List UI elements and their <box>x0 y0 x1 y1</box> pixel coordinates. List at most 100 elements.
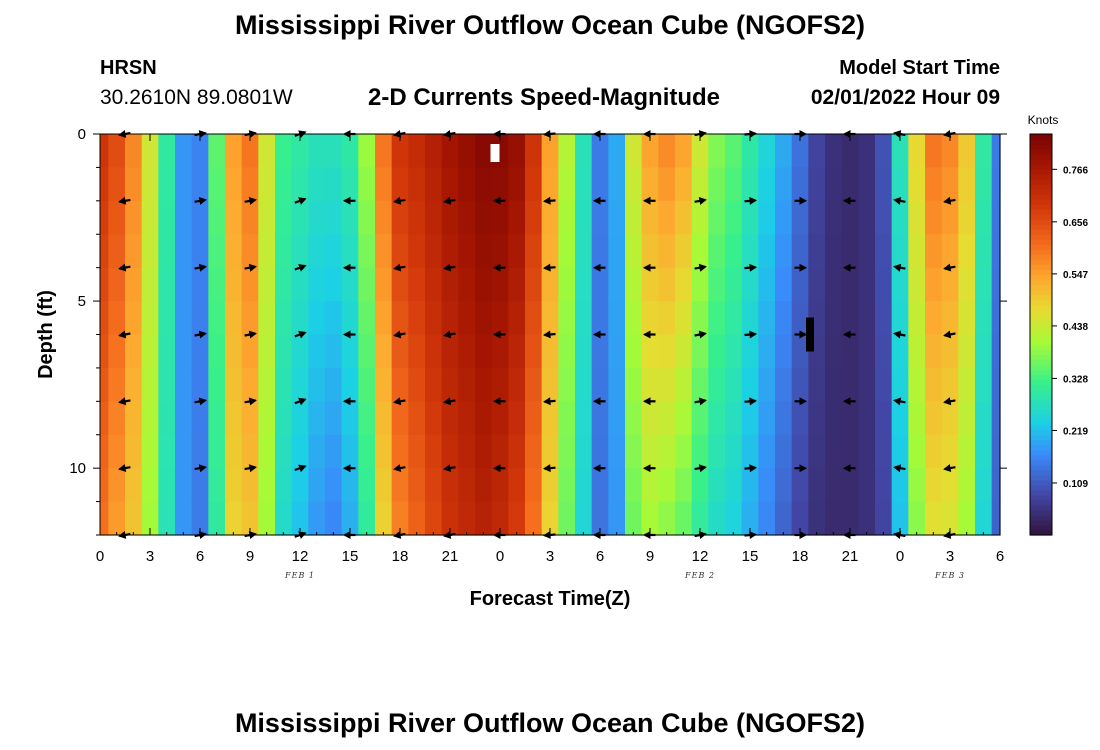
heatmap-cell <box>275 401 293 436</box>
heatmap-cell <box>275 234 293 269</box>
colorbar-segment <box>1030 354 1052 361</box>
heatmap-cell <box>908 301 926 336</box>
heatmap-cell <box>675 468 693 503</box>
heatmap-cell <box>158 367 176 402</box>
heatmap-cell <box>941 501 959 536</box>
heatmap-cell <box>541 134 559 169</box>
current-vector-arrow <box>543 330 556 339</box>
heatmap-cell <box>991 434 1001 469</box>
heatmap-cell <box>725 334 743 369</box>
heatmap-cell <box>125 200 143 235</box>
heatmap-cell <box>591 367 609 402</box>
heatmap-cell <box>541 367 559 402</box>
heatmap-cell <box>741 401 759 436</box>
colorbar-segment <box>1030 409 1052 416</box>
heatmap-cell <box>725 434 743 469</box>
heatmap-cell <box>708 401 726 436</box>
heatmap-cell <box>841 234 859 269</box>
heatmap-cell <box>675 134 693 169</box>
heatmap-cell <box>575 434 593 469</box>
heatmap-cell <box>675 200 693 235</box>
heatmap-cell <box>241 468 259 503</box>
heatmap-cell <box>408 468 426 503</box>
heatmap-cell <box>825 267 843 302</box>
heatmap-cell <box>758 234 776 269</box>
heatmap-cell <box>375 401 393 436</box>
heatmap-cell <box>358 501 376 536</box>
colorbar-segment <box>1030 174 1052 180</box>
heatmap-cell <box>525 468 543 503</box>
current-vector-arrow <box>593 464 606 473</box>
current-vector-arrow <box>543 464 556 473</box>
heatmap-cell <box>191 234 209 269</box>
heatmap-cell <box>891 267 909 302</box>
heatmap-cell <box>158 234 176 269</box>
colorbar-segment <box>1030 379 1052 386</box>
heatmap-cell <box>991 401 1001 436</box>
heatmap-cell <box>325 501 343 536</box>
heatmap-cell <box>291 167 309 202</box>
heatmap-cell <box>941 301 959 336</box>
heatmap-cell <box>475 334 493 369</box>
current-vector-arrow <box>244 197 257 205</box>
heatmap-cell <box>475 267 493 302</box>
heatmap-cell <box>808 234 826 269</box>
colorbar-segment <box>1030 144 1052 150</box>
heatmap-cell <box>775 367 793 402</box>
colorbar-segment <box>1030 214 1052 220</box>
y-tick-label: 10 <box>69 460 86 477</box>
heatmap-cell <box>541 434 559 469</box>
heatmap-cell <box>108 234 126 269</box>
heatmap-cell <box>225 367 243 402</box>
current-vector-arrow <box>244 263 257 272</box>
heatmap-cell <box>491 468 509 503</box>
current-vector-arrow <box>643 397 656 406</box>
heatmap-cell <box>941 367 959 402</box>
current-vector-arrow <box>393 263 406 272</box>
current-vector-arrow <box>194 263 207 272</box>
heatmap-cell <box>175 434 193 469</box>
heatmap-cell <box>208 200 226 235</box>
heatmap-cell <box>275 468 293 503</box>
heatmap-cell <box>241 234 259 269</box>
heatmap-cell <box>491 367 509 402</box>
heatmap-cell <box>375 468 393 503</box>
heatmap-cell <box>175 401 193 436</box>
colorbar-segment <box>1030 339 1052 346</box>
colorbar-segment <box>1030 479 1052 486</box>
heatmap-cell <box>108 134 126 169</box>
heatmap-cell <box>441 234 459 269</box>
heatmap-cell <box>758 267 776 302</box>
heatmap-cell <box>791 167 809 202</box>
heatmap-cell <box>858 134 876 169</box>
colorbar-segment <box>1030 194 1052 200</box>
heatmap-cell <box>241 501 259 536</box>
heatmap-cell <box>258 267 276 302</box>
current-vector-arrow <box>593 330 606 339</box>
heatmap-cell <box>991 167 1001 202</box>
colorbar-segment <box>1030 364 1052 371</box>
heatmap-cell <box>258 200 276 235</box>
heatmap-cell <box>100 367 109 402</box>
heatmap-cell <box>291 501 309 536</box>
heatmap-cell <box>558 468 576 503</box>
heatmap-cell <box>758 434 776 469</box>
colorbar-segment <box>1030 184 1052 190</box>
heatmap-cell <box>558 234 576 269</box>
heatmap-cell <box>691 401 709 436</box>
heatmap-cell <box>625 334 643 369</box>
heatmap-cell <box>475 434 493 469</box>
heatmap-cell <box>941 401 959 436</box>
current-speed-heatmap-chart: 0 3 6 9 12 15 18 21 0 3 6 9 12 15 18 21 0 3 6 FEB 1 FEB 2 FEB… <box>35 113 1088 610</box>
chart-subtitle: 2-D Currents Speed-Magnitude <box>368 84 721 111</box>
colorbar-segment <box>1030 374 1052 381</box>
colorbar-segment <box>1030 419 1052 426</box>
heatmap-cell <box>891 434 909 469</box>
heatmap-cell <box>741 200 759 235</box>
heatmap-cell <box>108 367 126 402</box>
heatmap-cell <box>191 501 209 536</box>
heatmap-cell <box>308 434 326 469</box>
heatmap-cell <box>108 200 126 235</box>
heatmap-cell <box>775 234 793 269</box>
heatmap-cell <box>775 468 793 503</box>
